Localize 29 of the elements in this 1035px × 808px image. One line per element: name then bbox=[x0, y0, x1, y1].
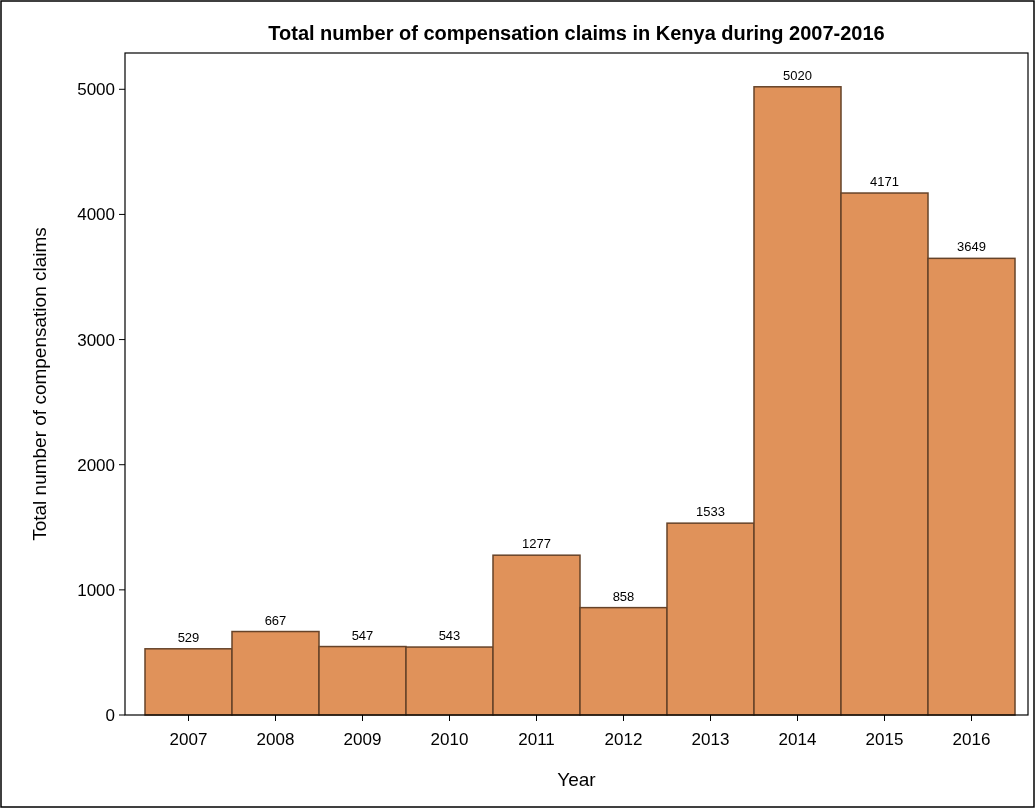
x-tick-label: 2014 bbox=[778, 730, 817, 749]
x-tick-label: 2016 bbox=[952, 730, 991, 749]
data-label: 4171 bbox=[870, 174, 899, 190]
data-label: 529 bbox=[177, 629, 200, 645]
y-tick-label: 1000 bbox=[77, 580, 115, 600]
y-axis-title: Total number of compensation claims bbox=[29, 227, 50, 541]
data-label: 667 bbox=[264, 612, 287, 628]
x-tick-label: 2015 bbox=[865, 730, 904, 749]
data-label: 5020 bbox=[783, 67, 812, 83]
x-tick-label: 2007 bbox=[169, 730, 208, 749]
x-tick-label: 2008 bbox=[256, 730, 295, 749]
y-tick-label: 3000 bbox=[77, 330, 115, 350]
y-tick-label: 4000 bbox=[77, 205, 115, 225]
data-label: 1533 bbox=[696, 504, 725, 520]
x-tick-label: 2013 bbox=[691, 730, 730, 749]
x-tick-label: 2010 bbox=[430, 730, 469, 749]
y-tick-label: 2000 bbox=[77, 455, 115, 475]
y-tick-label: 5000 bbox=[77, 80, 115, 100]
x-tick-label: 2012 bbox=[604, 730, 643, 749]
data-label: 1277 bbox=[522, 536, 551, 552]
data-label: 858 bbox=[612, 588, 635, 604]
x-tick-label: 2009 bbox=[343, 730, 382, 749]
chart-title: Total number of compensation claims in Kenya during 2007-2016 bbox=[268, 22, 885, 44]
y-tick-label: 0 bbox=[105, 705, 115, 725]
data-label: 3649 bbox=[957, 239, 986, 255]
data-label: 543 bbox=[438, 628, 461, 644]
data-label: 547 bbox=[351, 627, 374, 643]
x-tick-label: 2011 bbox=[518, 730, 555, 749]
x-axis-title: Year bbox=[557, 769, 597, 790]
